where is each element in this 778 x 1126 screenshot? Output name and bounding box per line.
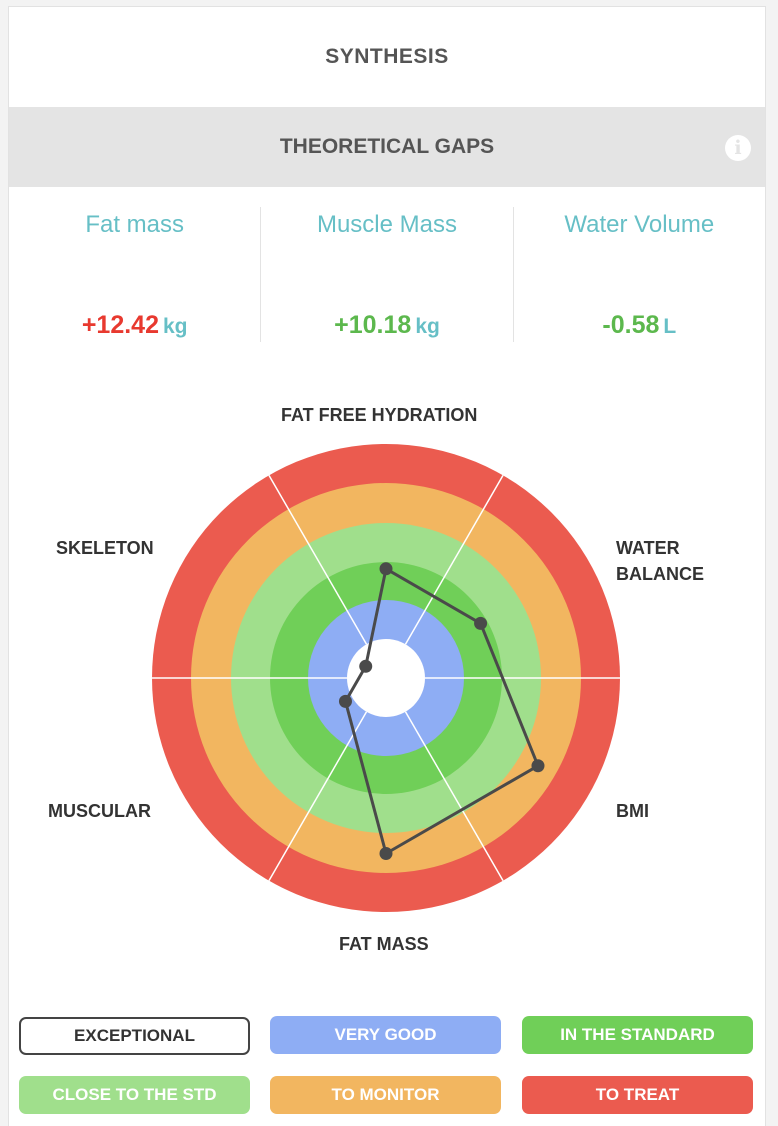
radar-spoke-5 [268, 474, 368, 645]
radar-chart [152, 444, 620, 912]
radar-point-4 [338, 694, 352, 708]
radar-spoke-0 [404, 474, 504, 645]
legend-close-to-the-std[interactable]: CLOSE TO THE STD [19, 1076, 250, 1114]
synthesis-title: SYNTHESIS [325, 45, 449, 68]
metrics-row: Fat mass +12.42 kg Muscle Mass +10.18 kg W… [9, 207, 765, 342]
radar-point-3 [379, 847, 393, 860]
metric-unit: kg [415, 315, 440, 338]
axis-label-skeleton: SKELETON [56, 538, 154, 558]
metric-label: Muscle Mass [316, 211, 457, 238]
legend-in-the-standard[interactable]: IN THE STANDARD [522, 1016, 753, 1054]
axis-label-muscular: MUSCULAR [48, 801, 151, 821]
metric-unit: kg [162, 315, 188, 338]
legend-exceptional[interactable]: EXCEPTIONAL [19, 1017, 250, 1055]
axis-label-fat-free-hydration: FAT FREE HYDRATION [281, 405, 478, 425]
theoretical-gaps-title: THEORETICAL GAPS [279, 135, 495, 158]
radar-point-1 [474, 616, 488, 630]
axis-label-line: BALANCE [616, 564, 704, 584]
metric-label: Water Volume [564, 211, 715, 238]
metric-water-volume: Water Volume -0.58 L [512, 207, 765, 342]
theoretical-gaps-header: THEORETICAL GAPS i [9, 107, 765, 187]
metric-value: -0.58 L [514, 311, 765, 340]
metric-unit: L [663, 315, 677, 338]
metric-number: -0.58 [602, 311, 660, 339]
metric-value: +12.42 kg [9, 311, 260, 340]
radar-spoke-3 [268, 711, 368, 882]
axis-label-line: WATER [616, 538, 680, 558]
legend-very-good[interactable]: VERY GOOD [270, 1016, 501, 1054]
metric-fat-mass: Fat mass +12.42 kg [9, 207, 260, 342]
axis-label-fat-mass: FAT MASS [339, 934, 429, 954]
axis-label-bmi: BMI [616, 801, 649, 821]
legend-to-monitor[interactable]: TO MONITOR [270, 1076, 501, 1114]
axis-label-water-balance: WATER BALANCE [616, 535, 704, 587]
metric-muscle-mass: Muscle Mass +10.18 kg [260, 207, 512, 342]
radar-point-5 [359, 659, 373, 673]
metric-number: +10.18 [334, 311, 412, 339]
legend-to-treat[interactable]: TO TREAT [522, 1076, 753, 1114]
radar-spoke-2 [404, 711, 504, 882]
metric-value: +10.18 kg [261, 311, 512, 340]
info-icon[interactable]: i [725, 135, 751, 161]
metric-label: Fat mass [85, 211, 184, 238]
metric-number: +12.42 [81, 311, 159, 339]
radar-point-2 [531, 759, 545, 773]
radar-point-0 [379, 562, 393, 576]
